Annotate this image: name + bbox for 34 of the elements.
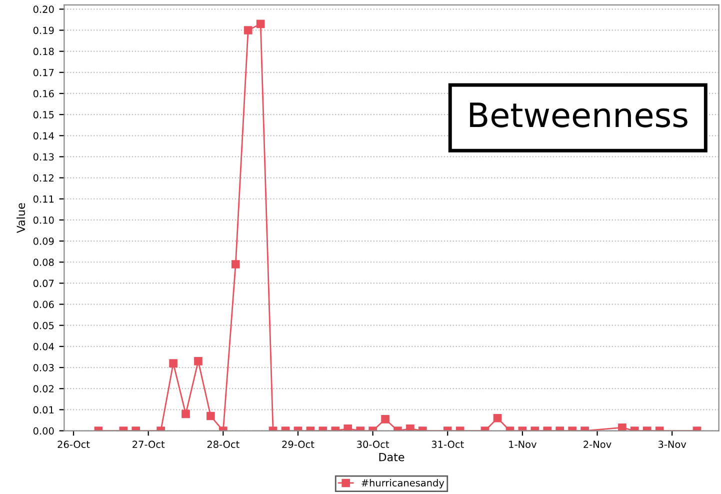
- y-tick-label: 0.02: [33, 385, 54, 392]
- y-tick-label: 0.00: [33, 427, 54, 435]
- y-tick-label: 0.08: [33, 258, 54, 266]
- y-tick-label: 0.16: [33, 90, 54, 98]
- y-tick-label: 0.06: [33, 300, 54, 308]
- y-tick-label: 0.17: [33, 68, 54, 76]
- y-tick-label: 0.19: [33, 26, 54, 34]
- x-tick-label: 27-Oct: [132, 440, 165, 448]
- y-axis-title: Value: [16, 203, 26, 234]
- y-tick-label: 0.18: [33, 48, 54, 56]
- y-tick-label: 0.15: [33, 111, 54, 118]
- y-tick-label: 0.03: [33, 364, 54, 372]
- y-tick-label: 0.07: [33, 280, 54, 288]
- x-tick-label: 2-Nov: [584, 440, 612, 448]
- y-tick-label: 0.01: [33, 406, 54, 414]
- x-tick-label: 29-Oct: [282, 440, 314, 448]
- x-tick-label: 1-Nov: [509, 440, 536, 448]
- y-tick-label: 0.20: [33, 6, 54, 13]
- x-tick-label: 26-Oct: [58, 440, 90, 448]
- y-tick-label: 0.09: [33, 238, 54, 245]
- y-tick-label: 0.12: [33, 174, 54, 182]
- x-tick-label: 28-Oct: [207, 440, 240, 448]
- x-tick-label: 30-Oct: [357, 440, 390, 448]
- y-tick-label: 0.13: [33, 153, 54, 161]
- y-tick-label: 0.11: [33, 195, 54, 203]
- legend-label: #hurricanesandy: [362, 479, 444, 488]
- x-tick-label: 31-Oct: [432, 440, 464, 448]
- y-tick-label: 0.10: [33, 216, 54, 224]
- y-tick-label: 0.14: [33, 132, 54, 140]
- x-axis-title: Date: [379, 453, 404, 462]
- x-tick-label: 3-Nov: [658, 440, 686, 448]
- y-tick-label: 0.04: [33, 342, 54, 350]
- annotation: Betweenness: [470, 102, 688, 128]
- y-tick-label: 0.05: [33, 322, 54, 330]
